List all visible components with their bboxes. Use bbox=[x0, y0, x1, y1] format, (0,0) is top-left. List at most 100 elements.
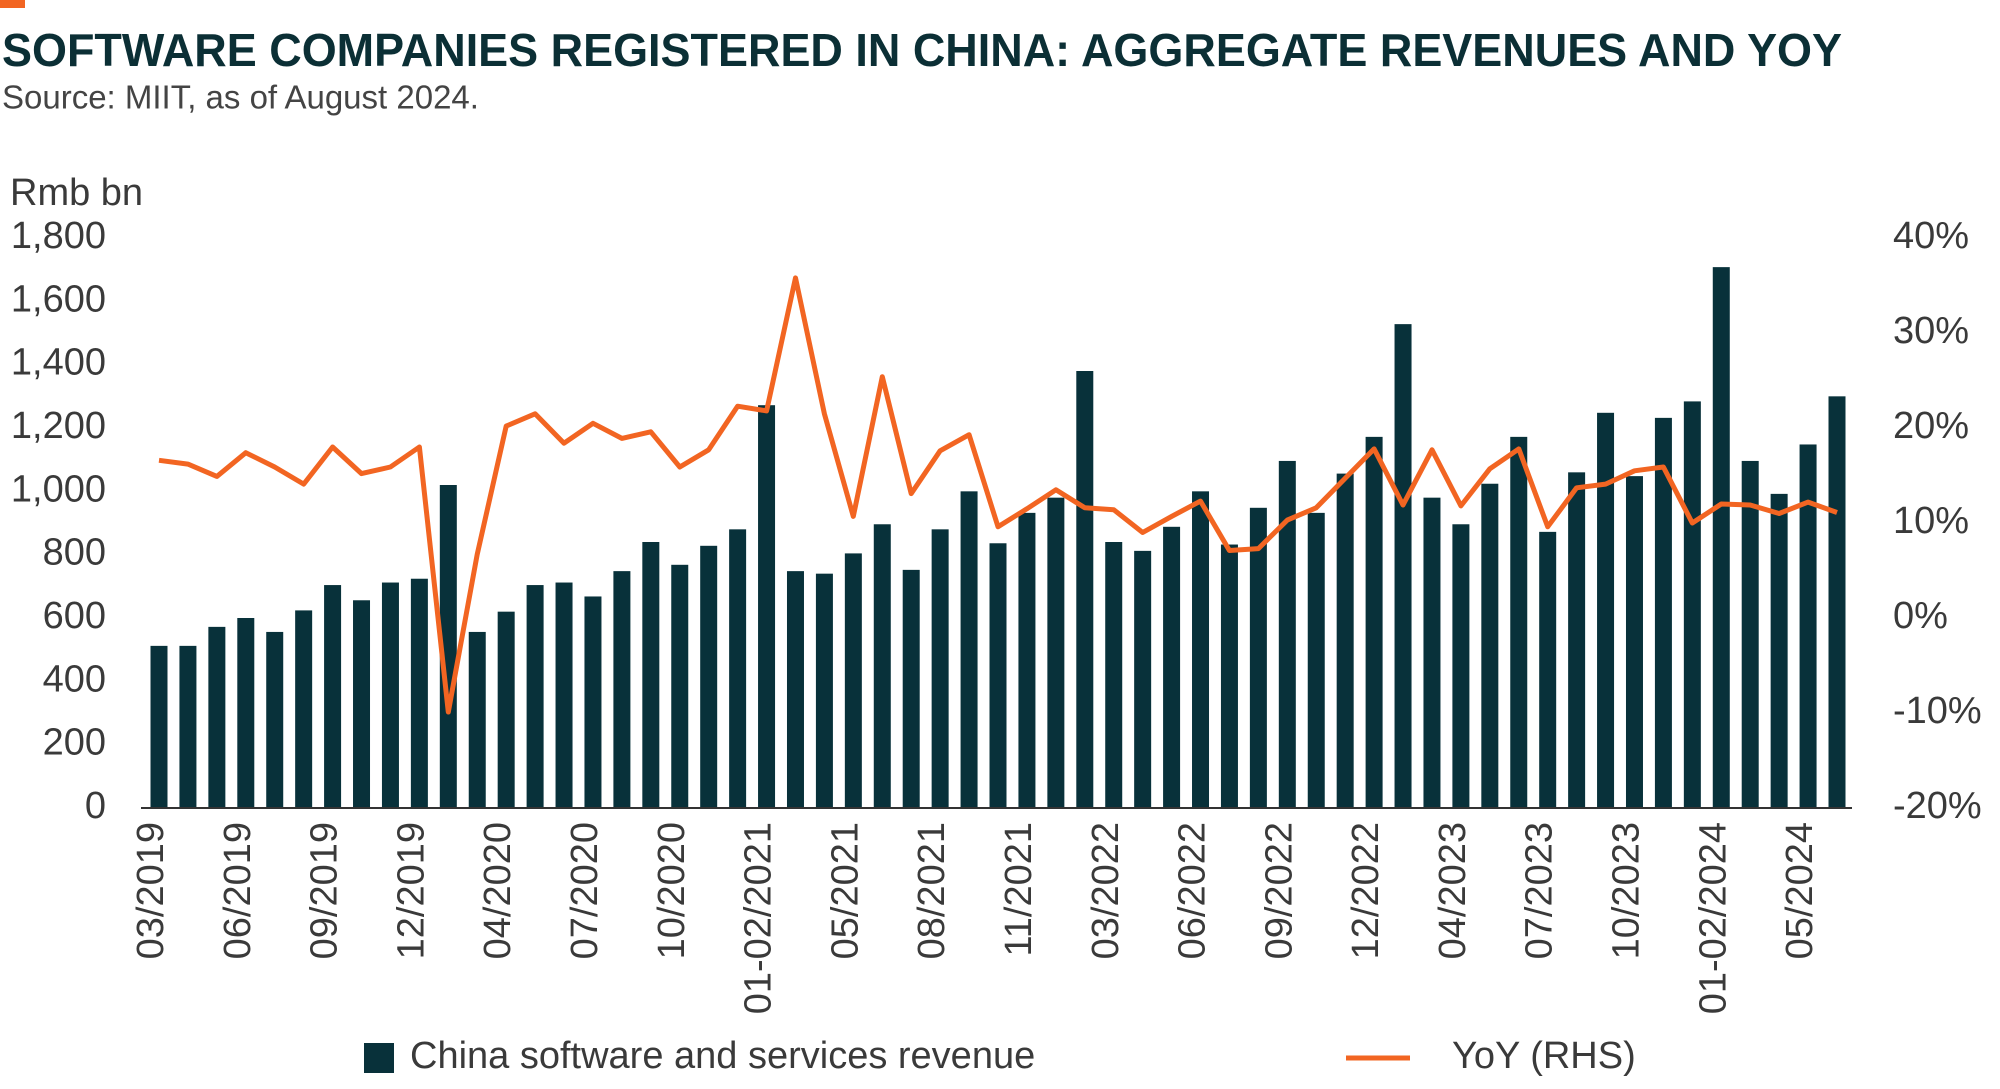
x-tick-label: 01-02/2021 bbox=[738, 822, 780, 1014]
bar bbox=[208, 626, 226, 808]
yoy-line bbox=[158, 275, 1838, 715]
x-tick-label: 09/2022 bbox=[1258, 822, 1300, 959]
bar bbox=[613, 571, 631, 808]
bar bbox=[1134, 550, 1152, 808]
bar bbox=[671, 564, 689, 808]
bar bbox=[815, 573, 833, 808]
y2-tick-label: -10% bbox=[1893, 690, 1982, 732]
bar bbox=[844, 553, 862, 808]
bar bbox=[1481, 483, 1499, 808]
y2-tick-label: -20% bbox=[1893, 785, 1982, 827]
bar bbox=[1539, 531, 1557, 808]
bar bbox=[295, 610, 313, 808]
bar bbox=[960, 491, 978, 808]
bar bbox=[324, 585, 342, 808]
y-tick-label: 0 bbox=[85, 785, 106, 827]
bar bbox=[237, 618, 255, 808]
x-tick-label: 08/2021 bbox=[911, 822, 953, 959]
x-tick-label: 03/2022 bbox=[1085, 822, 1127, 959]
bar bbox=[1683, 401, 1701, 808]
y-tick-label: 1,000 bbox=[11, 468, 106, 510]
y-tick-label: 1,200 bbox=[11, 405, 106, 447]
legend-swatch bbox=[364, 1043, 394, 1073]
legend-label: YoY (RHS) bbox=[1452, 1035, 1636, 1077]
x-tick-label: 03/2019 bbox=[130, 822, 172, 959]
y-tick-label: 1,600 bbox=[11, 278, 106, 320]
accent-bar bbox=[0, 0, 25, 8]
x-tick-label: 05/2021 bbox=[824, 822, 866, 959]
bar bbox=[729, 529, 747, 808]
bar bbox=[1076, 371, 1094, 808]
x-tick-label: 10/2020 bbox=[651, 822, 693, 959]
bar bbox=[1278, 460, 1296, 808]
x-tick-label: 06/2019 bbox=[217, 822, 259, 959]
bar bbox=[1220, 544, 1238, 808]
bar bbox=[468, 631, 486, 808]
chart-subtitle: Source: MIIT, as of August 2024. bbox=[2, 79, 479, 116]
y-tick-label: 600 bbox=[43, 595, 106, 637]
y2-tick-label: 30% bbox=[1893, 310, 1969, 352]
chart-title: SOFTWARE COMPANIES REGISTERED IN CHINA: … bbox=[2, 24, 1842, 76]
bar bbox=[989, 543, 1007, 808]
bar bbox=[150, 645, 168, 808]
bar bbox=[584, 596, 602, 808]
bar bbox=[266, 631, 284, 808]
bar bbox=[1192, 491, 1210, 808]
x-tick-label: 11/2021 bbox=[998, 822, 1040, 957]
bar bbox=[381, 582, 399, 808]
bar bbox=[902, 569, 920, 808]
x-tick-label: 09/2019 bbox=[304, 822, 346, 959]
bar bbox=[1799, 444, 1817, 808]
bar bbox=[1654, 417, 1672, 808]
bar bbox=[758, 405, 776, 808]
bar bbox=[179, 645, 197, 808]
bar bbox=[1105, 542, 1123, 808]
bar bbox=[642, 542, 660, 808]
y-tick-label: 400 bbox=[43, 658, 106, 700]
bar bbox=[526, 585, 544, 808]
bar bbox=[1828, 396, 1846, 808]
y-tick-label: 1,400 bbox=[11, 342, 106, 384]
bar bbox=[410, 578, 428, 808]
bar bbox=[1307, 512, 1325, 808]
bar bbox=[1741, 460, 1759, 808]
y-tick-label: 200 bbox=[43, 722, 106, 764]
y2-tick-label: 10% bbox=[1893, 500, 1969, 542]
bar bbox=[1249, 507, 1267, 808]
bar bbox=[786, 571, 804, 808]
legend-label: China software and services revenue bbox=[410, 1035, 1035, 1077]
bar bbox=[1510, 436, 1528, 808]
bar bbox=[1047, 497, 1065, 808]
bar bbox=[1365, 436, 1383, 808]
bar bbox=[1452, 524, 1470, 808]
x-tick-label: 12/2022 bbox=[1345, 822, 1387, 959]
bar bbox=[1597, 412, 1615, 808]
x-tick-label: 12/2019 bbox=[390, 822, 432, 959]
y2-tick-label: 0% bbox=[1893, 595, 1948, 637]
x-tick-label: 07/2020 bbox=[564, 822, 606, 959]
y-tick-label: 1,800 bbox=[11, 215, 106, 257]
bar bbox=[873, 524, 891, 808]
bar bbox=[1336, 473, 1354, 808]
x-tick-label: 07/2023 bbox=[1519, 822, 1561, 959]
bar bbox=[1770, 493, 1788, 808]
bar bbox=[1712, 267, 1730, 809]
bar bbox=[1163, 526, 1181, 808]
y-tick-label: 800 bbox=[43, 532, 106, 574]
x-tick-label: 01-02/2024 bbox=[1692, 822, 1734, 1014]
bar bbox=[700, 545, 718, 808]
bar bbox=[555, 582, 573, 808]
x-tick-label: 04/2020 bbox=[477, 822, 519, 959]
bar bbox=[497, 611, 515, 808]
bar bbox=[353, 600, 371, 808]
y-axis-label: Rmb bn bbox=[10, 172, 143, 214]
x-tick-label: 10/2023 bbox=[1606, 822, 1648, 959]
x-tick-label: 06/2022 bbox=[1172, 822, 1214, 959]
bar bbox=[1568, 472, 1586, 808]
bar bbox=[931, 529, 949, 808]
bar bbox=[1018, 512, 1036, 808]
y2-tick-label: 20% bbox=[1893, 405, 1969, 447]
x-tick-label: 05/2024 bbox=[1779, 822, 1821, 959]
